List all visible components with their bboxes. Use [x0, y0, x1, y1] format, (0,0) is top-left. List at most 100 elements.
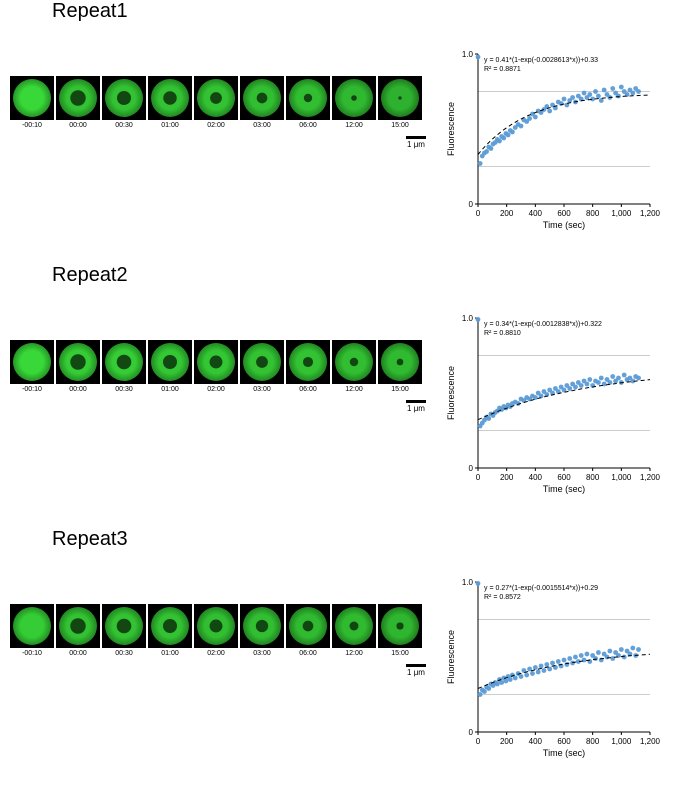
thumb-time-label: 00:30 [102, 650, 146, 657]
thumb-time-label: 00:30 [102, 386, 146, 393]
recovery-chart: 01.002004006008001,0001,200Time (sec)Flu… [440, 44, 660, 234]
thumb-time-label: 00:30 [102, 122, 146, 129]
thumb-time-label: -00:10 [10, 122, 54, 129]
thumb-time-label: 01:00 [148, 650, 192, 657]
frap-thumb [332, 604, 376, 648]
image-strip: -00:1000:0000:3001:0002:0003:0006:0012:0… [0, 572, 440, 657]
frap-thumb [286, 340, 330, 384]
svg-text:Time (sec): Time (sec) [543, 484, 585, 494]
svg-text:1.0: 1.0 [462, 314, 474, 323]
thumb-time-label: 06:00 [286, 122, 330, 129]
frap-thumb [240, 76, 284, 120]
frap-thumb [56, 340, 100, 384]
svg-text:0: 0 [469, 200, 474, 209]
recovery-chart: 01.002004006008001,0001,200Time (sec)Flu… [440, 572, 660, 762]
thumb-time-label: 02:00 [194, 122, 238, 129]
svg-text:R² = 0.8572: R² = 0.8572 [484, 594, 521, 601]
thumb-time-label: 00:00 [56, 650, 100, 657]
svg-text:y = 0.27*(1-exp(-0.0015514*x)): y = 0.27*(1-exp(-0.0015514*x))+0.29 [484, 585, 598, 592]
svg-text:Fluorescence: Fluorescence [446, 102, 456, 156]
frap-thumb [10, 76, 54, 120]
frap-thumb [102, 340, 146, 384]
svg-text:800: 800 [586, 737, 600, 746]
svg-text:400: 400 [529, 209, 543, 218]
frap-thumb [194, 604, 238, 648]
svg-text:200: 200 [500, 473, 514, 482]
frap-thumb [10, 604, 54, 648]
svg-text:1.0: 1.0 [462, 50, 474, 59]
svg-text:200: 200 [500, 209, 514, 218]
thumb-time-label: 12:00 [332, 650, 376, 657]
thumb-time-label: 06:00 [286, 386, 330, 393]
svg-text:800: 800 [586, 473, 600, 482]
scalebar: 1 μm [406, 400, 426, 413]
frap-thumb [102, 604, 146, 648]
frap-thumb [332, 76, 376, 120]
recovery-chart: 0 1.0 0 200 400 600 800 1,000 1,200 Time (sec) Flu… [440, 308, 660, 498]
frap-thumb [148, 76, 192, 120]
svg-text:1,000: 1,000 [611, 737, 632, 746]
frap-thumb [240, 604, 284, 648]
svg-text:Time (sec): Time (sec) [543, 748, 585, 758]
frap-thumb [240, 340, 284, 384]
frap-thumb [148, 340, 192, 384]
figure-panel: Repeat1 [0, 0, 676, 264]
frap-thumb [378, 76, 422, 120]
thumb-time-label: 01:00 [148, 386, 192, 393]
frap-thumb [286, 604, 330, 648]
panel-title: Repeat2 [52, 264, 128, 287]
svg-text:600: 600 [557, 737, 571, 746]
svg-text:R² = 0.8810: R² = 0.8810 [484, 330, 521, 337]
thumb-time-label: 06:00 [286, 650, 330, 657]
svg-text:1,000: 1,000 [611, 473, 632, 482]
thumb-time-label: 12:00 [332, 386, 376, 393]
thumb-time-label: -00:10 [10, 386, 54, 393]
thumb-time-label: 15:00 [378, 386, 422, 393]
svg-text:1,200: 1,200 [640, 473, 660, 482]
frap-thumb [378, 604, 422, 648]
thumb-time-label: 01:00 [148, 122, 192, 129]
scalebar: 1 μm [406, 664, 426, 677]
svg-text:y = 0.41*(1-exp(-0.0028613*x)): y = 0.41*(1-exp(-0.0028613*x))+0.33 [484, 57, 598, 64]
svg-text:Fluorescence: Fluorescence [446, 630, 456, 684]
svg-text:1.0: 1.0 [462, 578, 474, 587]
scalebar: 1 μm [406, 136, 426, 149]
svg-text:400: 400 [529, 473, 543, 482]
frap-thumb [56, 76, 100, 120]
svg-text:800: 800 [586, 209, 600, 218]
thumb-time-label: 02:00 [194, 650, 238, 657]
thumb-time-label: 15:00 [378, 122, 422, 129]
thumb-time-label: 03:00 [240, 386, 284, 393]
svg-text:200: 200 [500, 737, 514, 746]
svg-text:0: 0 [476, 737, 481, 746]
thumb-time-label: 12:00 [332, 122, 376, 129]
svg-text:Time (sec): Time (sec) [543, 220, 585, 230]
frap-thumb [286, 76, 330, 120]
svg-text:R² = 0.8871: R² = 0.8871 [484, 66, 521, 73]
figure-panel: Repeat2 [0, 264, 676, 528]
svg-text:0: 0 [469, 464, 474, 473]
frap-thumb [10, 340, 54, 384]
frap-thumb [148, 604, 192, 648]
svg-text:1,200: 1,200 [640, 209, 660, 218]
svg-text:Fluorescence: Fluorescence [446, 366, 456, 420]
panel-title: Repeat3 [52, 528, 128, 551]
frap-thumb [194, 76, 238, 120]
svg-text:0: 0 [476, 473, 481, 482]
svg-text:1,200: 1,200 [640, 737, 660, 746]
thumb-time-label: 00:00 [56, 386, 100, 393]
panel-title: Repeat1 [52, 0, 128, 23]
thumb-time-label: 02:00 [194, 386, 238, 393]
frap-thumb [332, 340, 376, 384]
figure-panel: Repeat3 [0, 528, 676, 792]
thumb-time-label: -00:10 [10, 650, 54, 657]
svg-text:0: 0 [476, 209, 481, 218]
thumb-time-label: 03:00 [240, 122, 284, 129]
svg-text:1,000: 1,000 [611, 209, 632, 218]
svg-text:0: 0 [469, 728, 474, 737]
frap-thumb [102, 76, 146, 120]
image-strip: -00:1000:0000:3001:0002:0003:0006:0012:0… [0, 308, 440, 393]
image-strip: -00:1000:0000:3001:0002:0003:0006:0012:0… [0, 44, 440, 129]
svg-text:600: 600 [557, 473, 571, 482]
frap-thumb [378, 340, 422, 384]
